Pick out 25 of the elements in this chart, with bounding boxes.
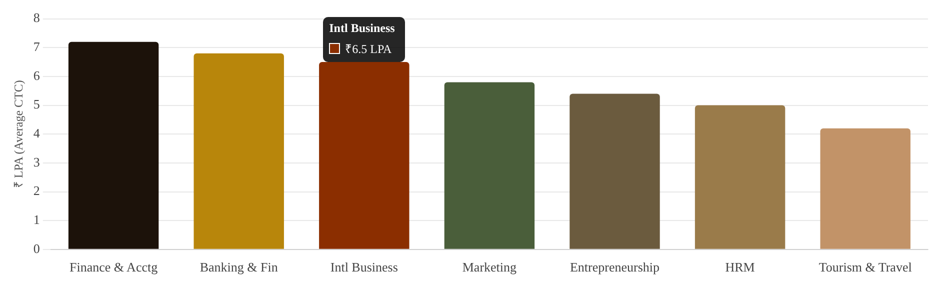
y-tick-label: 0 <box>33 240 40 256</box>
annotation: Intl Business <box>329 21 395 36</box>
x-tick-label: Banking & Fin <box>200 260 278 275</box>
x-tick-label: Entrepreneurship <box>570 260 660 275</box>
bar <box>444 82 535 249</box>
bar <box>68 42 159 249</box>
annotation: ₹6.5 LPA <box>345 41 392 58</box>
y-axis-title: ₹ LPA (Average CTC) <box>11 80 26 188</box>
x-tick-label: Finance & Acctg <box>70 260 158 275</box>
x-tick-label: Tourism & Travel <box>818 260 912 275</box>
bar <box>694 105 786 249</box>
y-tick-label: 8 <box>33 10 40 26</box>
y-tick-label: 4 <box>33 126 40 141</box>
y-tick-label: 3 <box>33 154 40 170</box>
x-tick-label: Marketing <box>462 260 518 275</box>
x-tick-label: Intl Business <box>330 260 398 275</box>
y-tick-label: 2 <box>33 183 40 198</box>
bar <box>194 53 284 249</box>
y-tick-label: 5 <box>33 96 40 112</box>
y-tick-label: 1 <box>33 212 40 227</box>
bar <box>820 128 910 249</box>
bar <box>570 94 660 249</box>
x-tick-label: HRM <box>725 260 756 275</box>
y-tick-label: 7 <box>33 39 40 54</box>
y-tick-label: 6 <box>33 68 40 83</box>
